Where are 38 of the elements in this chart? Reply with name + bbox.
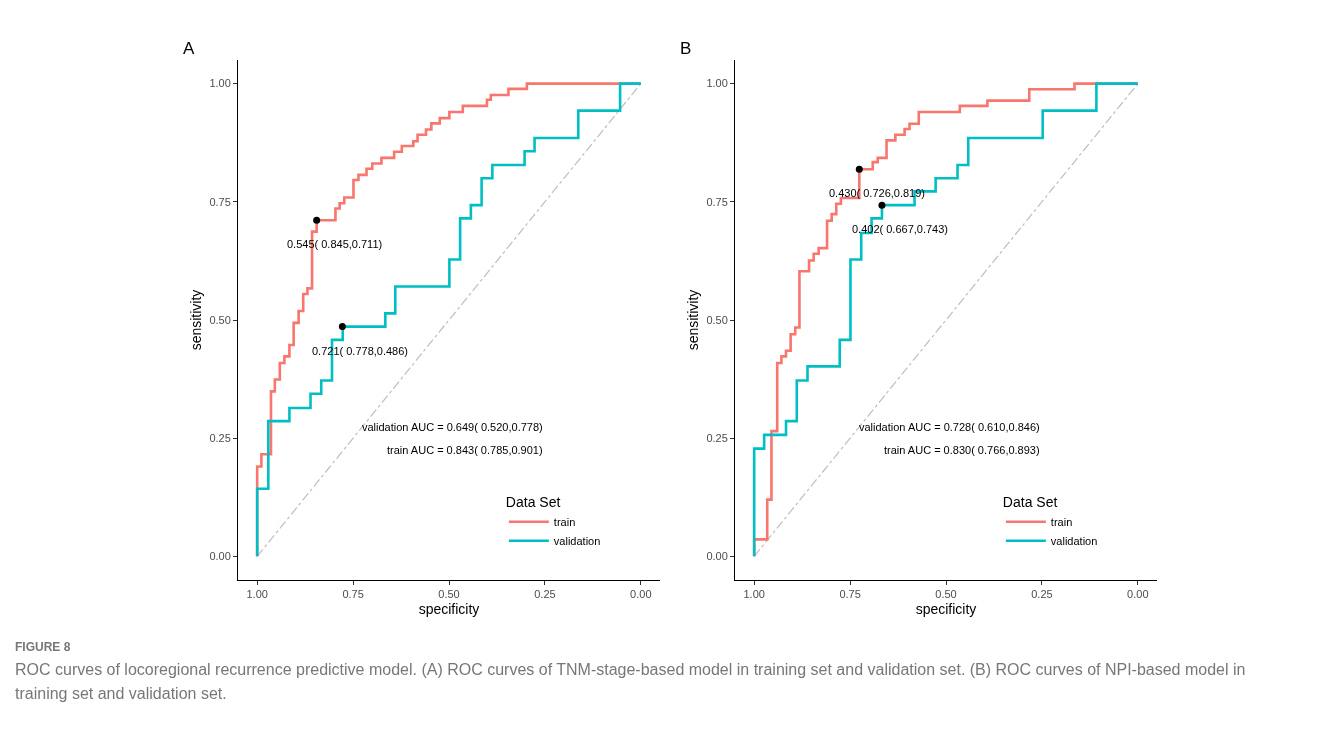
y-tick-label: 0.25 xyxy=(209,432,231,445)
y-tick-label: 0.25 xyxy=(706,432,728,445)
text: FIGURE 8 xyxy=(15,640,72,654)
legend-title: Data Set xyxy=(505,494,561,511)
y-axis-title: sensitivity xyxy=(187,289,204,351)
y-tick-label: 0.75 xyxy=(209,195,231,208)
x-tick-label: 0.25 xyxy=(1031,588,1053,601)
legend-label: train xyxy=(553,515,576,528)
chart-title: B xyxy=(679,38,692,58)
legend-label: validation xyxy=(1050,534,1098,547)
x-tick-label: 0.75 xyxy=(839,588,861,601)
x-tick-label: 0.00 xyxy=(630,588,652,601)
x-tick-label: 0.75 xyxy=(342,588,364,601)
y-tick-label: 1.00 xyxy=(706,77,728,90)
x-tick-label: 1.00 xyxy=(743,588,765,601)
annotation: validation AUC = 0.728( 0.610,0.846) xyxy=(859,421,1040,433)
x-tick-label: 0.00 xyxy=(1127,588,1149,601)
legend-label: validation xyxy=(553,534,601,547)
chart-title: A xyxy=(182,38,195,58)
annotation: train AUC = 0.830( 0.766,0.893) xyxy=(884,444,1040,456)
y-tick-label: 1.00 xyxy=(209,77,231,90)
x-axis-title: specificity xyxy=(915,600,977,617)
annotation: validation AUC = 0.649( 0.520,0.778) xyxy=(362,421,543,433)
y-tick-label: 0.50 xyxy=(706,313,728,326)
y-axis-title: sensitivity xyxy=(684,289,701,351)
x-tick-label: 0.50 xyxy=(438,588,460,601)
x-tick-label: 0.25 xyxy=(534,588,556,601)
text: ROC curves of locoregional recurrence predictive model. (A) ROC curves of TNM-stage-based model in training set and validation set. (B) ROC curves of NPI-based model in training set and validation set. xyxy=(15,660,1247,704)
legend-title: Data Set xyxy=(1002,494,1058,511)
x-axis-title: specificity xyxy=(418,600,480,617)
y-tick-label: 0.50 xyxy=(209,313,231,326)
x-tick-label: 1.00 xyxy=(246,588,268,601)
x-tick-label: 0.50 xyxy=(935,588,957,601)
y-tick-label: 0.75 xyxy=(706,195,728,208)
annotation: train AUC = 0.843( 0.785,0.901) xyxy=(387,444,543,456)
y-tick-label: 0.00 xyxy=(706,550,728,563)
y-tick-label: 0.00 xyxy=(209,550,231,563)
legend-label: train xyxy=(1050,515,1073,528)
